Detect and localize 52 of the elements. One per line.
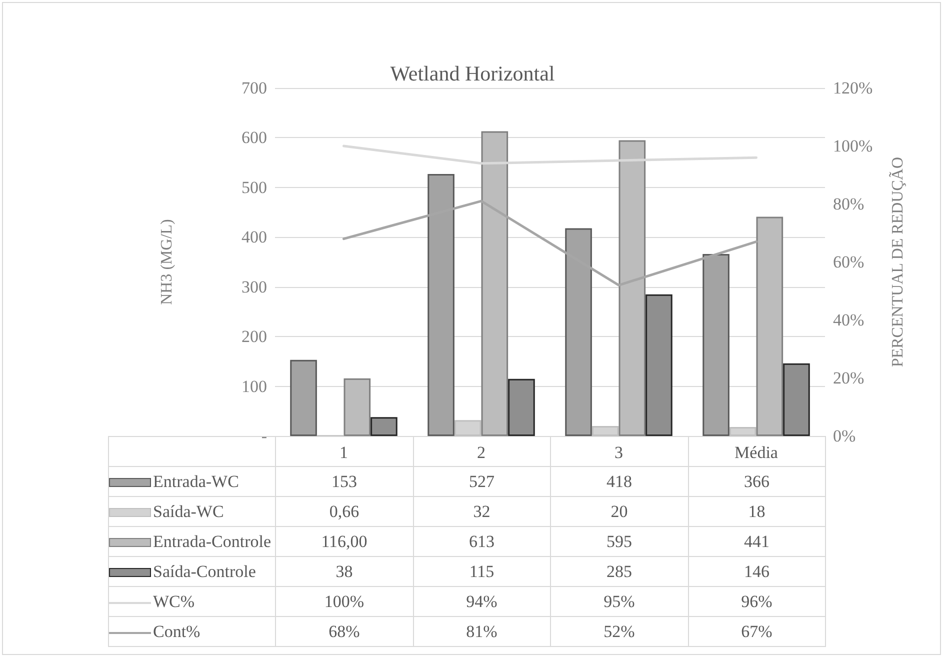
legend-label: Entrada-WC: [153, 472, 239, 490]
y-tick-label: 300: [242, 277, 267, 296]
data-label: 18: [688, 496, 826, 526]
data-label: 115: [413, 556, 550, 586]
data-label: 366: [688, 466, 826, 496]
legend-label: Saída-Controle: [153, 562, 256, 580]
data-label: 68%: [276, 616, 413, 646]
y-tick-label: 100: [242, 376, 267, 396]
y2-tick-label: 0%: [833, 426, 856, 446]
x-tick-label: 1: [340, 443, 348, 462]
data-label: 595: [550, 526, 688, 556]
y2-tick-label: 100%: [833, 136, 873, 156]
y2-tick-label: 60%: [833, 252, 864, 272]
y2-tick-label: 120%: [833, 78, 873, 98]
y-tick-label: 600: [242, 128, 267, 148]
y-tick-label: -: [261, 426, 268, 446]
y2-tick-label: 40%: [833, 310, 864, 330]
data-label: 441: [688, 526, 826, 556]
data-label: 100%: [276, 586, 413, 616]
data-label: 418: [550, 466, 688, 496]
data-label: 527: [413, 466, 550, 496]
y-tick-label: 400: [242, 228, 267, 247]
data-label: 94%: [413, 586, 550, 616]
data-label: 95%: [550, 586, 688, 616]
data-label: 38: [276, 556, 413, 586]
y2-tick-label: 20%: [833, 368, 864, 388]
legend-label: Cont%: [153, 622, 200, 640]
x-tick-label: 3: [614, 443, 623, 462]
y-tick-label: 700: [242, 78, 267, 98]
data-label: 0,66: [276, 496, 413, 526]
data-label: 67%: [688, 616, 826, 646]
data-label: 116,00: [276, 526, 413, 556]
data-label: 96%: [688, 586, 826, 616]
y-axis-title: NH3 (MG/L): [158, 219, 176, 305]
data-label: 20: [550, 496, 688, 526]
data-label: 153: [276, 466, 413, 496]
data-label: 146: [688, 556, 826, 586]
legend-label: WC%: [153, 592, 195, 610]
data-label: 32: [413, 496, 550, 526]
data-label: 285: [550, 556, 688, 586]
chart-title: Wetland Horizontal: [390, 62, 555, 86]
data-label: 81%: [413, 616, 550, 646]
x-tick-label: 2: [477, 443, 486, 462]
y2-tick-label: 80%: [833, 194, 864, 214]
y-tick-label: 200: [242, 327, 267, 346]
y-tick-label: 500: [242, 178, 267, 197]
data-label: 52%: [550, 616, 688, 646]
x-tick-label: Média: [734, 443, 778, 462]
y2-axis-title: PERCENTUAL DE REDUÇÃO: [888, 156, 906, 368]
data-label: 613: [413, 526, 550, 556]
legend-label: Entrada-Controle: [153, 532, 272, 550]
legend-label: Saída-WC: [153, 502, 224, 520]
